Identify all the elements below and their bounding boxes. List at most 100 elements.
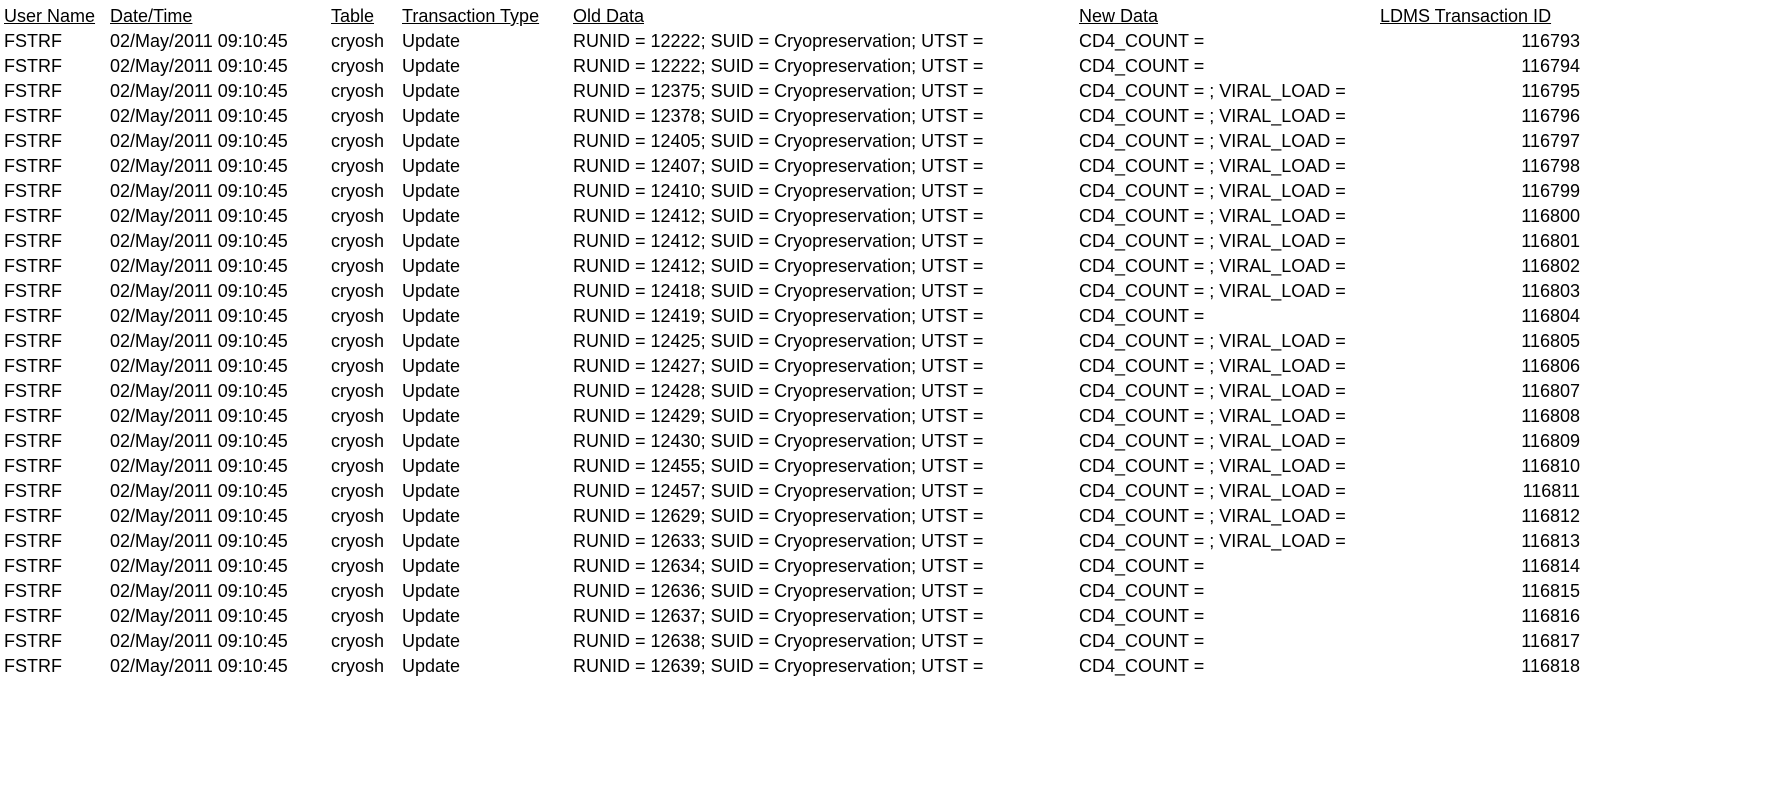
cell-table: cryosh bbox=[331, 454, 402, 479]
cell-user-name: FSTRF bbox=[4, 404, 110, 429]
cell-old-data: RUNID = 12427; SUID = Cryopreservation; … bbox=[573, 354, 1079, 379]
table-row: FSTRF02/May/2011 09:10:45cryoshUpdateRUN… bbox=[4, 329, 1586, 354]
cell-ldms-transaction-id: 116815 bbox=[1380, 579, 1586, 604]
cell-new-data: CD4_COUNT = bbox=[1079, 629, 1380, 654]
cell-ldms-transaction-id: 116800 bbox=[1380, 204, 1586, 229]
cell-transaction-type: Update bbox=[402, 29, 573, 54]
cell-new-data: CD4_COUNT = ; VIRAL_LOAD = bbox=[1079, 204, 1380, 229]
cell-transaction-type: Update bbox=[402, 479, 573, 504]
cell-new-data: CD4_COUNT = ; VIRAL_LOAD = bbox=[1079, 129, 1380, 154]
cell-table: cryosh bbox=[331, 254, 402, 279]
cell-table: cryosh bbox=[331, 279, 402, 304]
cell-ldms-transaction-id: 116816 bbox=[1380, 604, 1586, 629]
cell-date-time: 02/May/2011 09:10:45 bbox=[110, 354, 331, 379]
cell-new-data: CD4_COUNT = ; VIRAL_LOAD = bbox=[1079, 454, 1380, 479]
cell-table: cryosh bbox=[331, 579, 402, 604]
cell-new-data: CD4_COUNT = ; VIRAL_LOAD = bbox=[1079, 179, 1380, 204]
cell-date-time: 02/May/2011 09:10:45 bbox=[110, 104, 331, 129]
cell-date-time: 02/May/2011 09:10:45 bbox=[110, 654, 331, 679]
cell-date-time: 02/May/2011 09:10:45 bbox=[110, 629, 331, 654]
cell-ldms-transaction-id: 116802 bbox=[1380, 254, 1586, 279]
cell-date-time: 02/May/2011 09:10:45 bbox=[110, 529, 331, 554]
cell-transaction-type: Update bbox=[402, 529, 573, 554]
cell-user-name: FSTRF bbox=[4, 554, 110, 579]
cell-transaction-type: Update bbox=[402, 204, 573, 229]
cell-ldms-transaction-id: 116806 bbox=[1380, 354, 1586, 379]
cell-date-time: 02/May/2011 09:10:45 bbox=[110, 79, 331, 104]
cell-ldms-transaction-id: 116804 bbox=[1380, 304, 1586, 329]
cell-ldms-transaction-id: 116807 bbox=[1380, 379, 1586, 404]
cell-old-data: RUNID = 12418; SUID = Cryopreservation; … bbox=[573, 279, 1079, 304]
cell-user-name: FSTRF bbox=[4, 629, 110, 654]
cell-ldms-transaction-id: 116813 bbox=[1380, 529, 1586, 554]
cell-date-time: 02/May/2011 09:10:45 bbox=[110, 579, 331, 604]
cell-new-data: CD4_COUNT = bbox=[1079, 304, 1380, 329]
cell-transaction-type: Update bbox=[402, 604, 573, 629]
table-row: FSTRF02/May/2011 09:10:45cryoshUpdateRUN… bbox=[4, 554, 1586, 579]
cell-old-data: RUNID = 12407; SUID = Cryopreservation; … bbox=[573, 154, 1079, 179]
cell-new-data: CD4_COUNT = ; VIRAL_LOAD = bbox=[1079, 229, 1380, 254]
table-row: FSTRF02/May/2011 09:10:45cryoshUpdateRUN… bbox=[4, 79, 1586, 104]
table-row: FSTRF02/May/2011 09:10:45cryoshUpdateRUN… bbox=[4, 629, 1586, 654]
table-row: FSTRF02/May/2011 09:10:45cryoshUpdateRUN… bbox=[4, 254, 1586, 279]
cell-table: cryosh bbox=[331, 179, 402, 204]
cell-user-name: FSTRF bbox=[4, 529, 110, 554]
header-new-data: New Data bbox=[1079, 4, 1380, 29]
table-row: FSTRF02/May/2011 09:10:45cryoshUpdateRUN… bbox=[4, 529, 1586, 554]
cell-table: cryosh bbox=[331, 629, 402, 654]
cell-date-time: 02/May/2011 09:10:45 bbox=[110, 204, 331, 229]
cell-old-data: RUNID = 12457; SUID = Cryopreservation; … bbox=[573, 479, 1079, 504]
cell-table: cryosh bbox=[331, 604, 402, 629]
cell-new-data: CD4_COUNT = bbox=[1079, 579, 1380, 604]
table-row: FSTRF02/May/2011 09:10:45cryoshUpdateRUN… bbox=[4, 179, 1586, 204]
table-row: FSTRF02/May/2011 09:10:45cryoshUpdateRUN… bbox=[4, 429, 1586, 454]
cell-old-data: RUNID = 12636; SUID = Cryopreservation; … bbox=[573, 579, 1079, 604]
table-row: FSTRF02/May/2011 09:10:45cryoshUpdateRUN… bbox=[4, 354, 1586, 379]
cell-ldms-transaction-id: 116795 bbox=[1380, 79, 1586, 104]
cell-new-data: CD4_COUNT = ; VIRAL_LOAD = bbox=[1079, 279, 1380, 304]
cell-transaction-type: Update bbox=[402, 79, 573, 104]
cell-transaction-type: Update bbox=[402, 179, 573, 204]
cell-table: cryosh bbox=[331, 204, 402, 229]
cell-transaction-type: Update bbox=[402, 654, 573, 679]
table-row: FSTRF02/May/2011 09:10:45cryoshUpdateRUN… bbox=[4, 454, 1586, 479]
cell-date-time: 02/May/2011 09:10:45 bbox=[110, 429, 331, 454]
cell-new-data: CD4_COUNT = ; VIRAL_LOAD = bbox=[1079, 404, 1380, 429]
cell-ldms-transaction-id: 116814 bbox=[1380, 554, 1586, 579]
cell-table: cryosh bbox=[331, 354, 402, 379]
cell-user-name: FSTRF bbox=[4, 454, 110, 479]
cell-old-data: RUNID = 12412; SUID = Cryopreservation; … bbox=[573, 229, 1079, 254]
cell-date-time: 02/May/2011 09:10:45 bbox=[110, 179, 331, 204]
cell-new-data: CD4_COUNT = ; VIRAL_LOAD = bbox=[1079, 504, 1380, 529]
cell-table: cryosh bbox=[331, 129, 402, 154]
cell-old-data: RUNID = 12629; SUID = Cryopreservation; … bbox=[573, 504, 1079, 529]
cell-old-data: RUNID = 12455; SUID = Cryopreservation; … bbox=[573, 454, 1079, 479]
cell-old-data: RUNID = 12412; SUID = Cryopreservation; … bbox=[573, 204, 1079, 229]
cell-table: cryosh bbox=[331, 229, 402, 254]
cell-table: cryosh bbox=[331, 529, 402, 554]
cell-user-name: FSTRF bbox=[4, 279, 110, 304]
cell-old-data: RUNID = 12378; SUID = Cryopreservation; … bbox=[573, 104, 1079, 129]
cell-user-name: FSTRF bbox=[4, 29, 110, 54]
cell-ldms-transaction-id: 116794 bbox=[1380, 54, 1586, 79]
cell-user-name: FSTRF bbox=[4, 379, 110, 404]
cell-transaction-type: Update bbox=[402, 504, 573, 529]
cell-date-time: 02/May/2011 09:10:45 bbox=[110, 504, 331, 529]
cell-transaction-type: Update bbox=[402, 279, 573, 304]
cell-ldms-transaction-id: 116811 bbox=[1380, 479, 1586, 504]
cell-old-data: RUNID = 12405; SUID = Cryopreservation; … bbox=[573, 129, 1079, 154]
cell-transaction-type: Update bbox=[402, 54, 573, 79]
cell-date-time: 02/May/2011 09:10:45 bbox=[110, 154, 331, 179]
cell-transaction-type: Update bbox=[402, 229, 573, 254]
cell-old-data: RUNID = 12222; SUID = Cryopreservation; … bbox=[573, 29, 1079, 54]
table-row: FSTRF02/May/2011 09:10:45cryoshUpdateRUN… bbox=[4, 279, 1586, 304]
cell-old-data: RUNID = 12410; SUID = Cryopreservation; … bbox=[573, 179, 1079, 204]
cell-user-name: FSTRF bbox=[4, 154, 110, 179]
cell-ldms-transaction-id: 116817 bbox=[1380, 629, 1586, 654]
cell-user-name: FSTRF bbox=[4, 329, 110, 354]
cell-new-data: CD4_COUNT = bbox=[1079, 554, 1380, 579]
cell-table: cryosh bbox=[331, 29, 402, 54]
cell-user-name: FSTRF bbox=[4, 54, 110, 79]
cell-old-data: RUNID = 12639; SUID = Cryopreservation; … bbox=[573, 654, 1079, 679]
cell-date-time: 02/May/2011 09:10:45 bbox=[110, 229, 331, 254]
